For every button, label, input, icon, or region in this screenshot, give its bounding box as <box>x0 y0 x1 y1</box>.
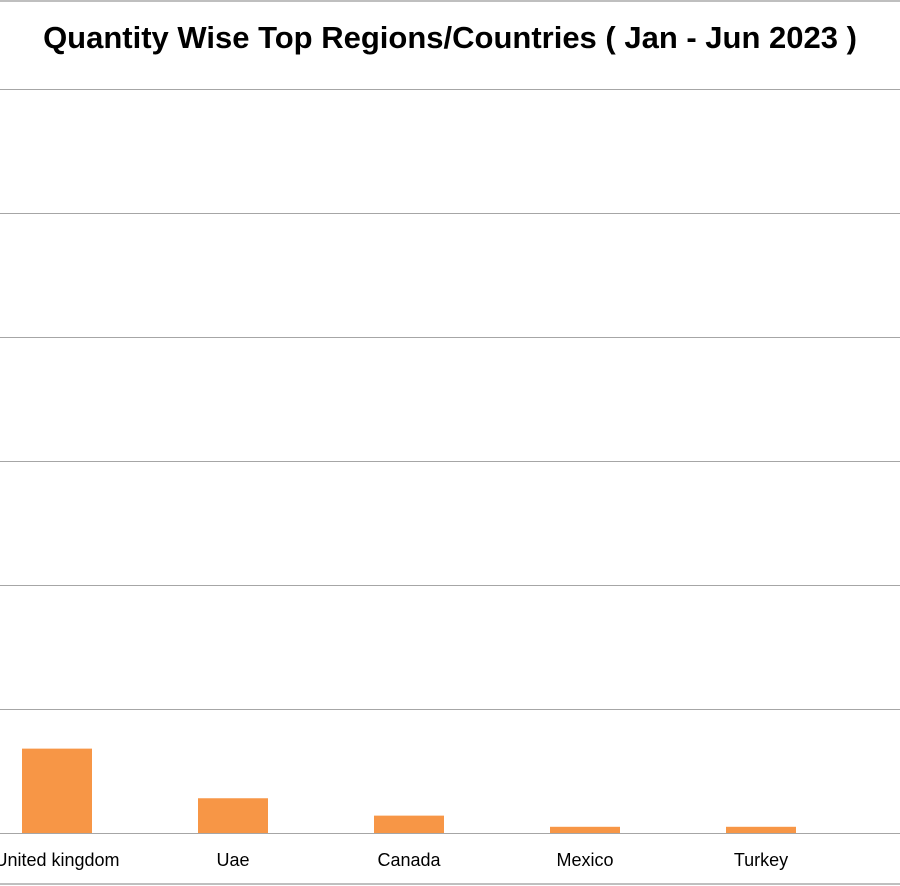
bar-turkey <box>726 826 796 833</box>
chart-border-bottom <box>0 883 900 885</box>
x-tick-label: Mexico <box>556 850 613 870</box>
bar-mexico <box>550 826 620 833</box>
x-tick-label: Canada <box>377 850 441 870</box>
bar-canada <box>374 815 444 833</box>
bars <box>22 748 796 833</box>
chart-title: Quantity Wise Top Regions/Countries ( Ja… <box>43 20 857 55</box>
x-tick-label: Turkey <box>734 850 788 870</box>
bar-united-kingdom <box>22 748 92 833</box>
gridlines <box>0 89 900 834</box>
x-tick-label: Uae <box>216 850 249 870</box>
category-labels: United kingdomUaeCanadaMexicoTurkeyA <box>0 850 788 870</box>
x-tick-label: United kingdom <box>0 850 120 870</box>
bar-uae <box>198 798 268 833</box>
chart-border-top <box>0 0 900 2</box>
